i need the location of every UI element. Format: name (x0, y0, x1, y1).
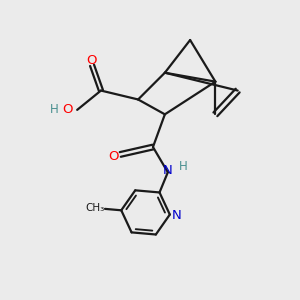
Text: O: O (109, 150, 119, 163)
Text: N: N (172, 209, 182, 222)
Text: CH₃: CH₃ (86, 203, 105, 213)
Text: O: O (62, 103, 73, 116)
Text: H: H (50, 103, 59, 116)
Text: N: N (163, 164, 172, 177)
Text: O: O (86, 54, 97, 67)
Text: H: H (179, 160, 188, 173)
